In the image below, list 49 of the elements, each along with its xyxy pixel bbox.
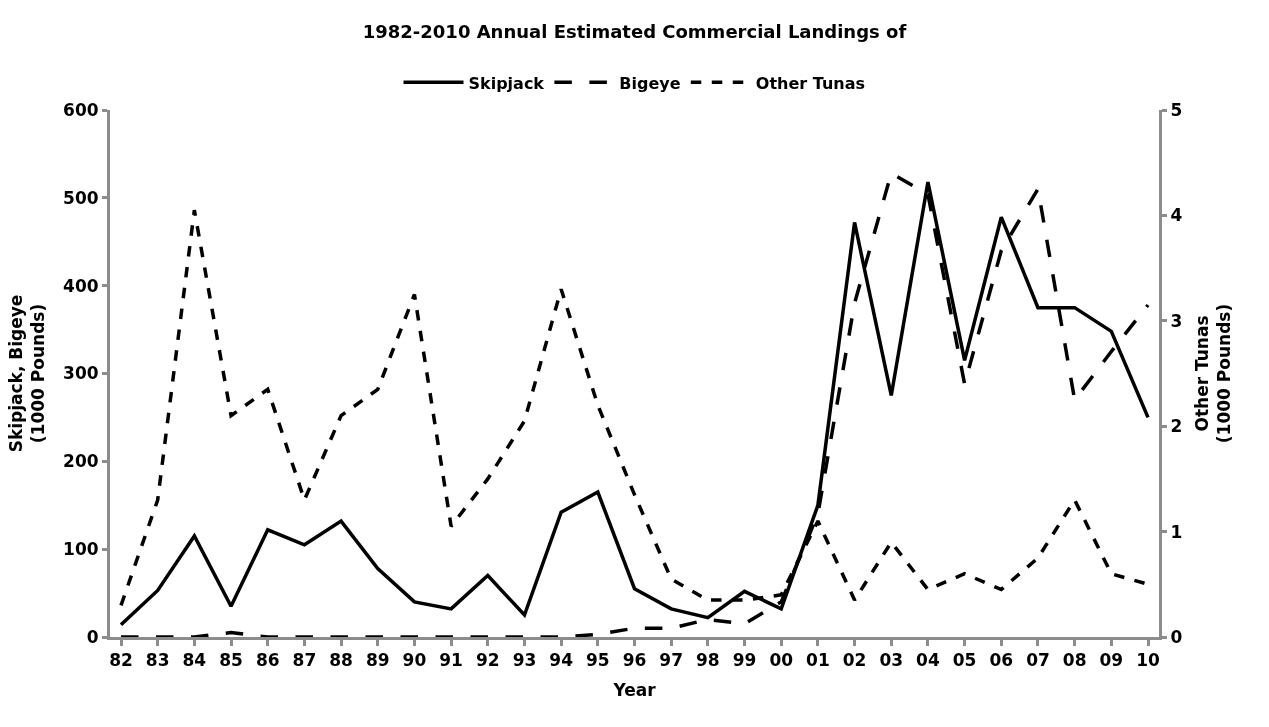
x-tick-label: 07 [1026,650,1050,671]
x-tick-label: 91 [439,650,463,671]
x-tick-label: 97 [659,650,684,671]
x-tick-label: 87 [292,650,317,671]
chart-title: 1982-2010 Annual Estimated Commercial Landings of [362,21,907,43]
x-tick-label: 85 [219,650,243,671]
y2-tick-label: 1 [1170,521,1183,542]
y-tick-label: 400 [63,275,99,296]
x-tick-label: 83 [145,650,170,671]
legend-label: Bigeye [619,73,681,93]
x-tick-label: 10 [1136,650,1160,671]
x-axis-title: Year [612,679,657,700]
y2-tick-label: 4 [1170,205,1183,226]
x-tick-label: 09 [1099,650,1124,671]
x-tick-label: 08 [1062,650,1087,671]
legend-label: Other Tunas [755,73,865,93]
x-tick-label: 04 [916,650,940,671]
y-tick-label: 0 [86,626,99,647]
x-tick-label: 90 [402,650,427,671]
y-tick-label: 300 [63,363,99,384]
y-axis-title: Skipjack, Bigeye (1000 Pounds) [5,294,48,453]
y-tick-label: 500 [63,187,99,208]
x-tick-label: 84 [182,650,207,671]
x-tick-label: 88 [329,650,353,671]
x-tick-label: 96 [622,650,647,671]
y-tick-label: 600 [63,99,99,120]
x-tick-label: 02 [842,650,867,671]
x-tick-label: 98 [696,650,720,671]
y2-axis-title: Other Tunas (1000 Pounds) [1191,303,1234,444]
x-tick-label: 03 [879,650,904,671]
y-tick-label: 200 [63,451,99,472]
x-tick-label: 95 [585,650,610,671]
x-tick-label: 82 [109,650,133,671]
y2-tick-label: 5 [1170,99,1183,120]
y2-tick-label: 3 [1170,310,1183,331]
x-tick-label: 89 [365,650,390,671]
x-tick-label: 00 [769,650,794,671]
x-tick-label: 05 [952,650,977,671]
x-tick-label: 99 [732,650,757,671]
x-tick-label: 86 [255,650,280,671]
y2-tick-label: 2 [1170,416,1183,437]
x-tick-label: 94 [549,650,574,671]
x-tick-label: 06 [989,650,1014,671]
x-tick-label: 92 [475,650,500,671]
legend-label: Skipjack [468,73,545,93]
y-tick-label: 100 [63,539,99,560]
y2-tick-label: 0 [1170,626,1183,647]
x-tick-label: 93 [512,650,537,671]
x-tick-label: 01 [806,650,830,671]
